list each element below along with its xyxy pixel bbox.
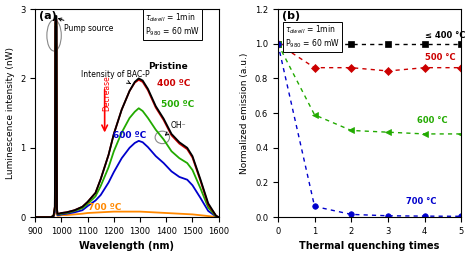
Text: $\tau_{dwell}$ = 1min
P$_{980}$ = 60 mW: $\tau_{dwell}$ = 1min P$_{980}$ = 60 mW [285,24,340,50]
Text: (a): (a) [39,11,56,21]
Text: (b): (b) [282,11,300,21]
Text: 400 ºC: 400 ºC [157,79,191,88]
Text: 700 ºC: 700 ºC [88,203,121,212]
Y-axis label: Luminescence intensity (nW): Luminescence intensity (nW) [6,47,15,179]
Text: $\tau_{dwell}$ = 1min
P$_{980}$ = 60 mW: $\tau_{dwell}$ = 1min P$_{980}$ = 60 mW [146,11,201,38]
Text: 500 °C: 500 °C [425,53,455,62]
Text: 500 ºC: 500 ºC [161,100,194,109]
Text: 700 °C: 700 °C [406,197,437,206]
Y-axis label: Normalized emission (a.u.): Normalized emission (a.u.) [240,52,249,174]
Text: ≤ 400 °C: ≤ 400 °C [425,31,465,40]
X-axis label: Wavelength (nm): Wavelength (nm) [80,241,174,251]
Text: Pristine: Pristine [148,62,188,71]
Text: 600 ºC: 600 ºC [112,131,146,140]
Text: OH⁻: OH⁻ [165,121,186,135]
Text: Pump source: Pump source [58,18,113,33]
Text: Intensity of BAC-P: Intensity of BAC-P [81,70,150,84]
Text: 600 °C: 600 °C [417,116,448,125]
X-axis label: Thermal quenching times: Thermal quenching times [300,241,440,251]
Text: Decrease: Decrease [102,75,111,111]
